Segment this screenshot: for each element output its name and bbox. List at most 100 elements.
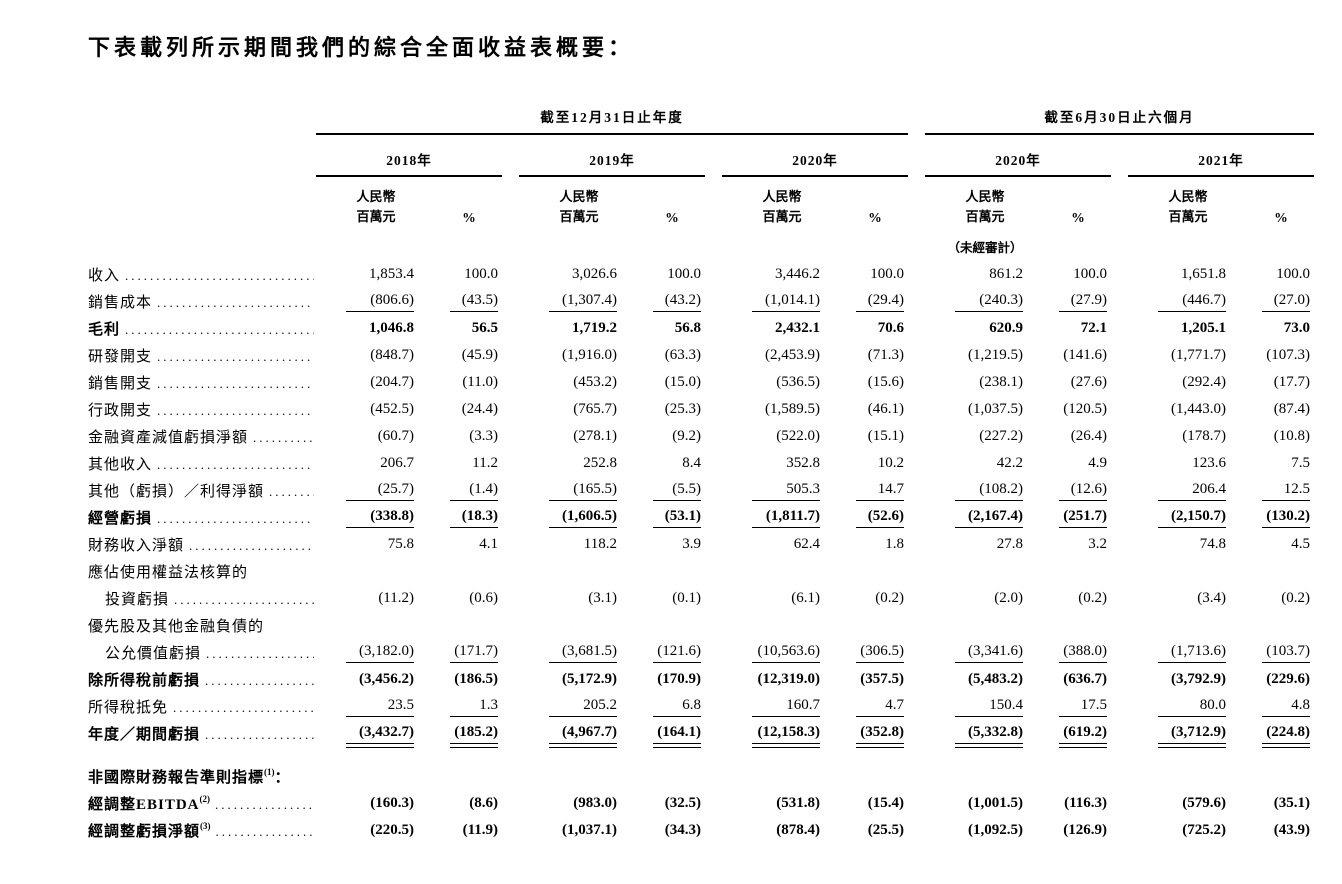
percent-cell: (306.5) <box>842 640 908 667</box>
column-spacer <box>705 397 722 424</box>
percent-cell: (141.6) <box>1045 343 1111 370</box>
amount-value: 1,651.8 <box>1181 266 1226 283</box>
amount-value: (1,037.1) <box>562 822 617 839</box>
row-label: 應佔使用權益法核算的 <box>88 565 249 582</box>
percent-value: (171.7) <box>450 643 498 664</box>
amount-value: (878.4) <box>776 822 820 839</box>
amount-value: (1,589.5) <box>765 401 820 418</box>
percent-value: 56.8 <box>674 320 701 337</box>
amount-cell: 74.8 <box>1128 532 1248 559</box>
amount-cell: (1,606.5) <box>519 505 639 532</box>
row-label-cell: 研發開支 <box>88 343 316 370</box>
amount-value: (3,712.9) <box>1158 724 1226 749</box>
percent-cell: 56.8 <box>639 316 705 343</box>
dot-leader <box>174 592 314 608</box>
amount-value: 206.4 <box>1158 481 1226 502</box>
percent-cell: (0.2) <box>842 586 908 613</box>
column-spacer <box>502 748 519 791</box>
percent-value: 8.4 <box>682 455 701 472</box>
column-spacer <box>908 532 925 559</box>
percent-cell <box>639 613 705 640</box>
percent-cell <box>842 559 908 586</box>
amount-cell: 505.3 <box>722 478 842 505</box>
percent-cell: (27.9) <box>1045 289 1111 316</box>
unaudited-note: （未經審計） <box>947 241 1023 256</box>
percent-cell: (25.5) <box>842 818 908 845</box>
percent-cell: (164.1) <box>639 721 705 749</box>
percent-value: (25.3) <box>664 401 701 418</box>
percent-cell <box>1248 613 1314 640</box>
amount-cell: (220.5) <box>316 818 436 845</box>
percent-cell: (53.1) <box>639 505 705 532</box>
amount-cell: (12,158.3) <box>722 721 842 749</box>
amount-cell: 62.4 <box>722 532 842 559</box>
row-label-cell: 其他（虧損）／利得淨額 <box>88 478 316 505</box>
amount-cell: 861.2 <box>925 262 1045 289</box>
table-row: 銷售成本 (806.6) (43.5) (1,307.4) (43.2) (1,014.1… <box>88 289 1314 316</box>
table-row: 除所得稅前虧損 (3,456.2) (186.5) (5,172.9) (170.9) (… <box>88 667 1314 694</box>
unit-line1: 人民幣 <box>965 189 1005 204</box>
column-spacer <box>502 289 519 316</box>
amount-cell: 1,651.8 <box>1128 262 1248 289</box>
amount-cell: (806.6) <box>316 289 436 316</box>
percent-value: (29.4) <box>856 292 904 313</box>
row-label: 經調整EBITDA(2) <box>88 794 211 814</box>
amount-value: (160.3) <box>370 795 414 812</box>
amount-value: 1,046.8 <box>369 320 414 337</box>
column-spacer <box>1111 505 1128 532</box>
percent-value: (251.7) <box>1059 508 1107 529</box>
period-group-row: 截至12月31日止年度 截至6月30日止六個月 <box>88 106 1315 135</box>
column-spacer <box>1111 478 1128 505</box>
percent-value: (164.1) <box>653 724 701 749</box>
percent-cell: (121.6) <box>639 640 705 667</box>
percent-value: (15.4) <box>867 795 904 812</box>
amount-cell: (60.7) <box>316 424 436 451</box>
percent-value: (0.6) <box>469 590 498 607</box>
amount-value: (5,172.9) <box>562 671 617 688</box>
column-spacer <box>502 559 519 586</box>
percent-cell: (15.6) <box>842 370 908 397</box>
row-label-cell: 經營虧損 <box>88 505 316 532</box>
table-row: 其他（虧損）／利得淨額 (25.7) (1.4) (165.5) (5.5) 505.3 1… <box>88 478 1314 505</box>
percent-cell: (11.9) <box>436 818 502 845</box>
row-label-cell: 投資虧損 <box>88 586 316 613</box>
table-row: 銷售開支 (204.7) (11.0) (453.2) (15.0) (536.5) (15… <box>88 370 1314 397</box>
row-label: 銷售成本 <box>88 295 153 312</box>
dot-leader <box>215 797 314 813</box>
percent-cell: (63.3) <box>639 343 705 370</box>
column-spacer <box>908 694 925 721</box>
amount-value: (806.6) <box>346 292 414 313</box>
column-spacer <box>705 424 722 451</box>
amount-value: 27.8 <box>996 536 1023 553</box>
percent-cell: (619.2) <box>1045 721 1111 749</box>
amount-cell: (204.7) <box>316 370 436 397</box>
percent-cell: 100.0 <box>842 262 908 289</box>
percent-value: (224.8) <box>1262 724 1311 749</box>
amount-value: (10,563.6) <box>752 643 820 664</box>
amount-cell: (2,167.4) <box>925 505 1045 532</box>
dot-leader <box>205 673 314 689</box>
amount-cell: (2,150.7) <box>1128 505 1248 532</box>
amount-cell <box>722 613 842 640</box>
percent-cell: (251.7) <box>1045 505 1111 532</box>
year-header-row: 2018年 2019年 2020年 2020年 2021年 <box>88 134 1315 177</box>
period-group-interim: 截至6月30日止六個月 <box>925 106 1315 135</box>
amount-cell: (4,967.7) <box>519 721 639 749</box>
percent-cell: (103.7) <box>1248 640 1314 667</box>
amount-cell: 3,026.6 <box>519 262 639 289</box>
amount-cell: 205.2 <box>519 694 639 721</box>
amount-value: (453.2) <box>573 374 617 391</box>
amount-cell: (848.7) <box>316 343 436 370</box>
column-spacer <box>705 613 722 640</box>
percent-value: 4.7 <box>856 697 904 718</box>
table-row: 非國際財務報告準則指標(1)： <box>88 748 1314 791</box>
amount-value: (3,432.7) <box>346 724 414 749</box>
column-spacer <box>908 343 925 370</box>
percent-cell: 6.8 <box>639 694 705 721</box>
empty-cell <box>1248 227 1314 262</box>
percent-cell: (12.6) <box>1045 478 1111 505</box>
amount-cell: (1,713.6) <box>1128 640 1248 667</box>
percent-value: (3.3) <box>469 428 498 445</box>
empty-cell <box>88 227 316 262</box>
percent-cell: 11.2 <box>436 451 502 478</box>
